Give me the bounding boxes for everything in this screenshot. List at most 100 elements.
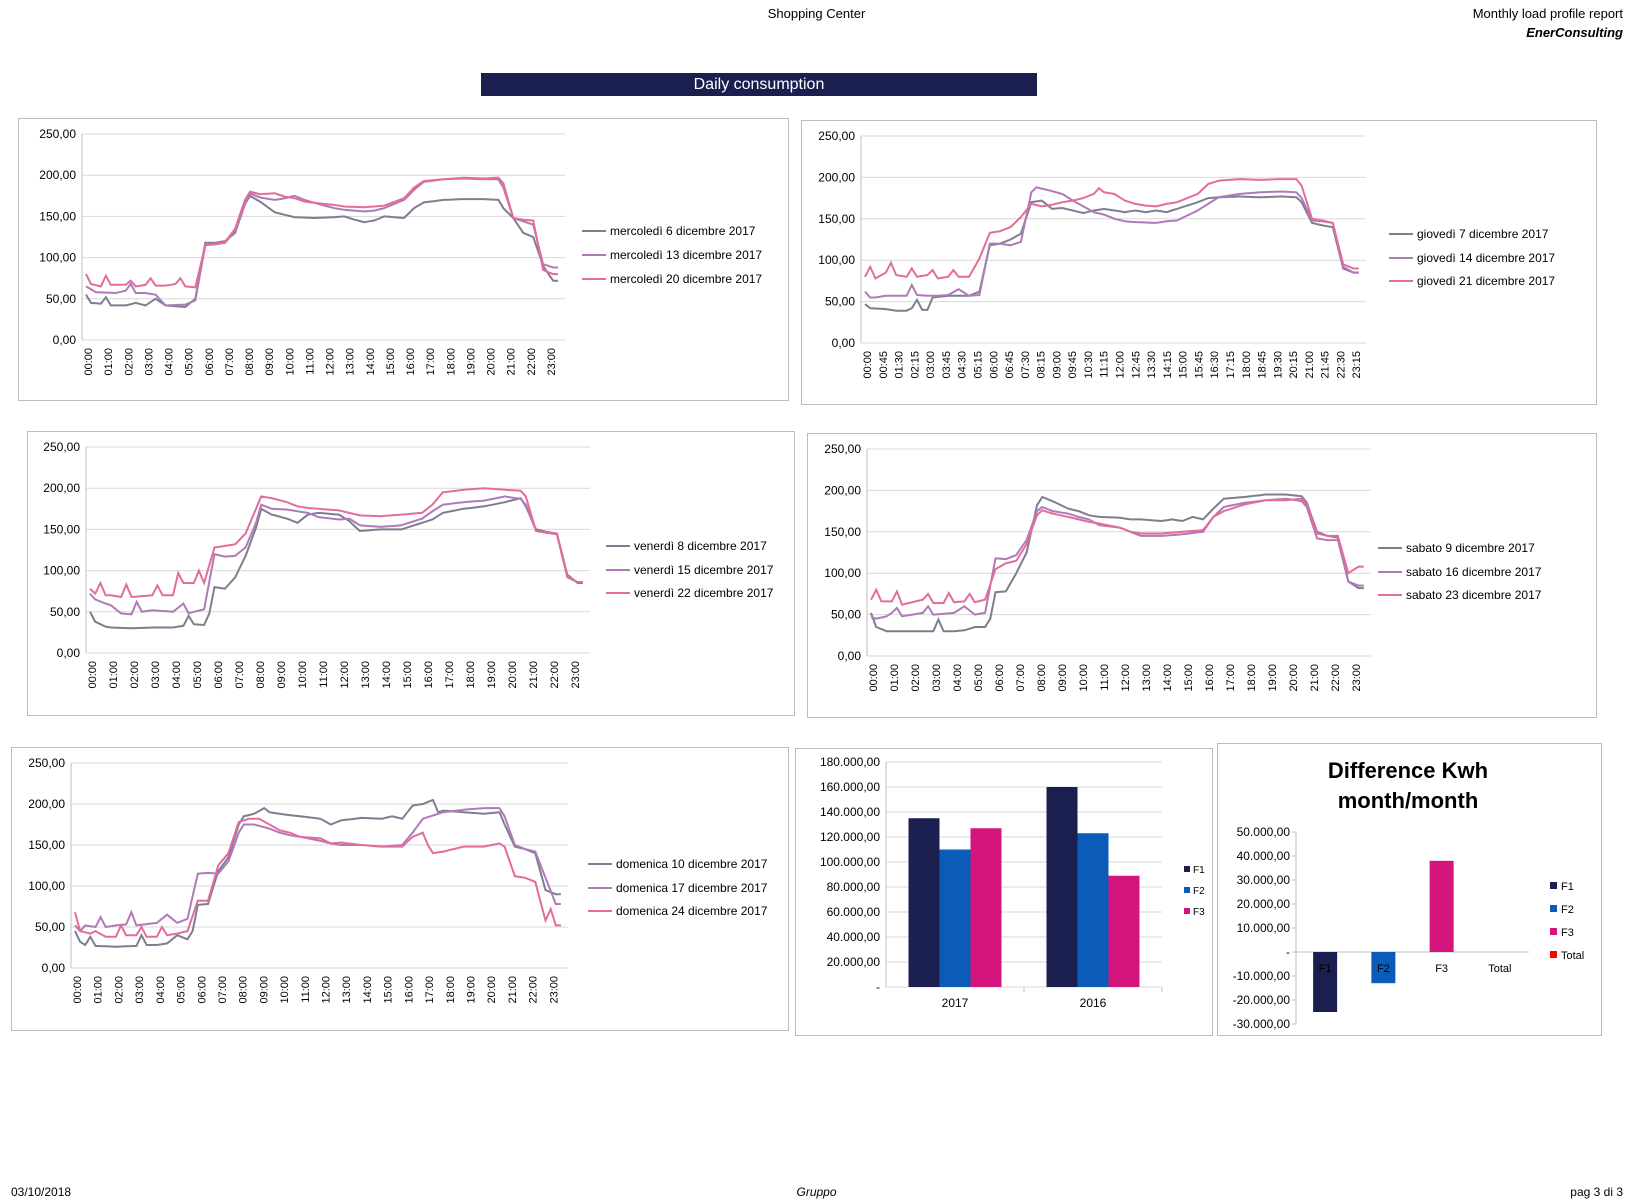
x-tick-label: 23:00	[548, 976, 560, 1004]
x-tick-label-group: 03:00	[143, 348, 155, 376]
x-tick-label-group: 03:00	[134, 976, 146, 1004]
x-tick-label-group: 08:15	[1036, 351, 1048, 379]
series-line	[870, 497, 1364, 606]
chart-title: month/month	[1338, 788, 1479, 813]
x-tick-label: 01:00	[103, 348, 115, 376]
legend-swatch	[1550, 928, 1557, 935]
x-tick-label: 20:00	[507, 661, 519, 689]
bar-F1	[1046, 787, 1078, 987]
x-tick-label-group: 16:00	[405, 348, 417, 376]
x-tick-label-group: 19:00	[465, 976, 477, 1004]
x-tick-label: 15:45	[1193, 351, 1205, 379]
x-tick-label: 11:00	[300, 976, 312, 1003]
x-tick-label: 16:00	[423, 661, 435, 689]
x-tick-label: 17:00	[424, 976, 436, 1004]
x-category-label: F1	[1319, 963, 1332, 975]
x-tick-label: 09:00	[258, 976, 270, 1004]
x-category-label: 2017	[942, 996, 969, 1010]
x-tick-label-group: 12:00	[1120, 664, 1132, 692]
legend-label: giovedì 7 dicembre 2017	[1417, 227, 1549, 241]
x-tick-label: 18:00	[465, 661, 477, 689]
legend-swatch	[1550, 882, 1557, 889]
x-tick-label-group: 21:00	[506, 348, 518, 376]
x-tick-label-group: 13:00	[1141, 664, 1153, 692]
x-tick-label-group: 17:00	[424, 976, 436, 1004]
x-tick-label: 09:00	[1057, 664, 1069, 692]
y-tick-label: 250,00	[824, 442, 861, 456]
y-tick-label: 200,00	[818, 170, 855, 184]
x-tick-label-group: 00:00	[868, 664, 880, 692]
diff-chart-svg: Difference Kwhmonth/month-30.000,00-20.0…	[1233, 758, 1585, 1031]
y-tick-label: -20.000,00	[1233, 993, 1291, 1007]
x-tick-label-group: 00:45	[878, 351, 890, 379]
x-tick-label: 16:00	[403, 976, 415, 1004]
x-tick-label: 06:00	[994, 664, 1006, 692]
x-tick-label-group: 05:15	[972, 351, 984, 379]
x-tick-label-group: 19:00	[465, 348, 477, 376]
chart-title: Difference Kwh	[1328, 758, 1488, 783]
x-tick-label: 13:00	[1141, 664, 1153, 692]
legend-label: domenica 10 dicembre 2017	[616, 857, 768, 871]
x-tick-label-group: 14:00	[365, 348, 377, 376]
x-tick-label-group: 21:00	[1304, 351, 1316, 379]
x-tick-label: 08:00	[255, 661, 267, 689]
x-tick-label-group: 21:00	[1309, 664, 1321, 692]
y-tick-label: 150,00	[818, 212, 855, 226]
x-tick-label: 05:00	[184, 348, 196, 376]
x-tick-label: 12:00	[339, 661, 351, 689]
y-tick-label: 150,00	[28, 838, 65, 852]
x-tick-label: 08:00	[244, 348, 256, 376]
x-tick-label-group: 08:00	[1036, 664, 1048, 692]
x-tick-label-group: 21:00	[528, 661, 540, 689]
x-tick-label: 17:00	[444, 661, 456, 689]
x-tick-label: 07:00	[217, 976, 229, 1004]
x-tick-label: 06:00	[213, 661, 225, 689]
x-tick-label-group: 10:00	[279, 976, 291, 1004]
x-tick-label-group: 18:00	[1241, 351, 1253, 379]
x-tick-label: 22:00	[1330, 664, 1342, 692]
x-tick-label: 02:00	[910, 664, 922, 692]
x-tick-label-group: 02:00	[113, 976, 125, 1004]
x-tick-label: 05:15	[972, 351, 984, 379]
x-tick-label-group: 14:00	[362, 976, 374, 1004]
legend-label: Total	[1561, 950, 1584, 962]
x-tick-label: 08:15	[1036, 351, 1048, 379]
x-tick-label-group: 19:00	[1267, 664, 1279, 692]
x-tick-label-group: 01:00	[108, 661, 120, 689]
x-tick-label-group: 02:00	[129, 661, 141, 689]
x-tick-label: 23:00	[570, 661, 582, 689]
x-category-label: 2016	[1080, 996, 1107, 1010]
bar-F1	[1313, 952, 1338, 1012]
x-tick-label-group: 07:00	[224, 348, 236, 376]
x-tick-label-group: 16:00	[423, 661, 435, 689]
x-tick-label: 01:00	[108, 661, 120, 689]
x-tick-label-group: 05:00	[192, 661, 204, 689]
y-tick-label: 20.000,00	[1237, 897, 1291, 911]
x-tick-label: 14:00	[365, 348, 377, 376]
y-tick-label: -	[1286, 945, 1290, 959]
y-tick-label: 0,00	[53, 333, 77, 347]
x-tick-label-group: 09:00	[258, 976, 270, 1004]
x-tick-label: 07:00	[234, 661, 246, 689]
y-tick-label: 100,00	[818, 253, 855, 267]
x-tick-label-group: 02:00	[910, 664, 922, 692]
x-tick-label: 00:00	[87, 661, 99, 689]
x-tick-label-group: 11:15	[1099, 351, 1111, 378]
x-tick-label: 18:00	[445, 348, 457, 376]
x-tick-label-group: 17:00	[444, 661, 456, 689]
y-tick-label: 150,00	[43, 522, 80, 536]
x-tick-label: 16:00	[405, 348, 417, 376]
x-tick-label: 04:00	[164, 348, 176, 376]
legend-swatch	[1184, 887, 1190, 893]
x-tick-label-group: 18:00	[465, 661, 477, 689]
x-tick-label: 09:00	[1051, 351, 1063, 379]
x-tick-label-group: 18:45	[1257, 351, 1269, 379]
x-tick-label: 23:15	[1351, 351, 1363, 379]
y-tick-label: 140.000,00	[820, 805, 880, 819]
x-tick-label-group: 02:00	[123, 348, 135, 376]
line-chart-svg: 0,00 50,00 100,00 150,00 200,00 250,00 00:00 01…	[43, 440, 773, 689]
x-tick-label: 22:30	[1335, 351, 1347, 379]
x-tick-label-group: 14:15	[1162, 351, 1174, 379]
x-tick-label-group: 03:45	[941, 351, 953, 379]
x-tick-label-group: 06:00	[994, 664, 1006, 692]
